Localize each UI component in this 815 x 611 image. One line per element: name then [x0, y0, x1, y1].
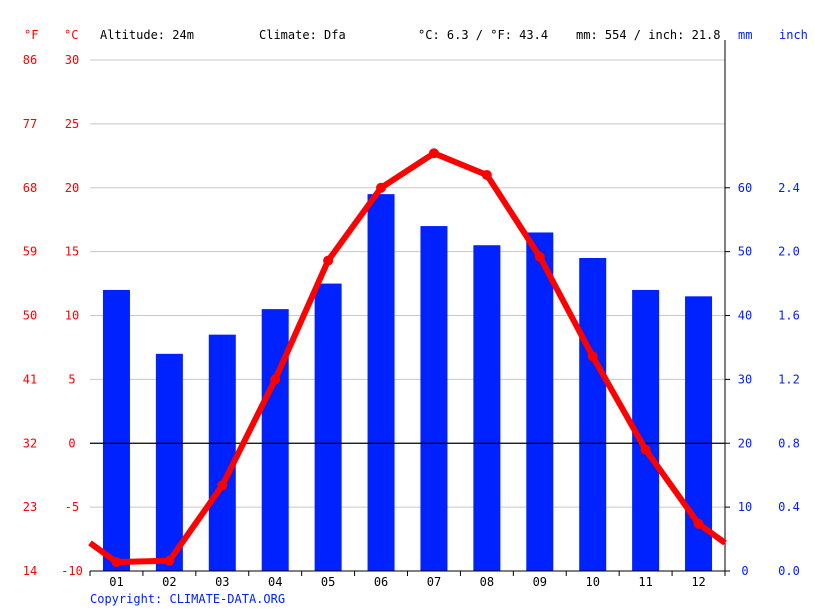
- altitude-label: Altitude: 24m: [100, 28, 194, 42]
- precip-bar-04: [261, 309, 289, 571]
- tick-label-c: -5: [65, 500, 79, 514]
- precip-bar-05: [314, 283, 342, 571]
- tick-label-mm: 20: [738, 436, 752, 450]
- month-label: 06: [374, 575, 388, 589]
- temperature-point-05: [323, 255, 334, 266]
- temperature-point-01: [111, 557, 122, 568]
- tick-label-mm: 60: [738, 181, 752, 195]
- temperature-point-02: [164, 555, 175, 566]
- tick-label-f: 23: [23, 500, 37, 514]
- precip-bar-02: [155, 353, 183, 571]
- month-label: 01: [109, 575, 123, 589]
- tick-label-inch: 1.2: [778, 372, 800, 386]
- tick-label-c: 30: [65, 53, 79, 67]
- tick-label-inch: 1.6: [778, 309, 800, 323]
- unit-inch-label: inch: [779, 28, 808, 42]
- tick-label-f: 41: [23, 372, 37, 386]
- tick-label-inch: 2.4: [778, 181, 800, 195]
- month-label: 03: [215, 575, 229, 589]
- tick-label-inch: 2.0: [778, 245, 800, 259]
- tick-label-mm: 50: [738, 245, 752, 259]
- tick-label-c: 15: [65, 245, 79, 259]
- temperature-point-04: [270, 374, 281, 385]
- unit-f-label: °F: [24, 28, 39, 42]
- tick-label-c: 20: [65, 181, 79, 195]
- temperature-point-09: [534, 251, 545, 262]
- month-label: 07: [427, 575, 441, 589]
- precip-bar-08: [473, 245, 501, 572]
- unit-mm-label: mm: [738, 28, 753, 42]
- climate-label: Climate: Dfa: [259, 28, 346, 42]
- avg-temp-label: °C: 6.3 / °F: 43.4: [418, 28, 549, 42]
- month-label: 08: [480, 575, 494, 589]
- precip-bar-01: [102, 289, 130, 571]
- temperature-point-06: [376, 182, 387, 193]
- temperature-point-08: [481, 169, 492, 180]
- tick-label-f: 86: [23, 53, 37, 67]
- month-label: 02: [162, 575, 176, 589]
- tick-label-inch: 0.4: [778, 500, 800, 514]
- month-label: 12: [691, 575, 705, 589]
- tick-label-mm: 40: [738, 309, 752, 323]
- precip-bar-07: [420, 226, 448, 571]
- tick-label-f: 14: [23, 564, 37, 578]
- temperature-point-11: [640, 444, 651, 455]
- month-label: 05: [321, 575, 335, 589]
- month-label: 10: [585, 575, 599, 589]
- tick-label-c: 25: [65, 117, 79, 131]
- tick-label-c: -10: [61, 564, 83, 578]
- tick-label-c: 0: [68, 436, 75, 450]
- tick-label-c: 5: [68, 372, 75, 386]
- tick-label-inch: 0.0: [778, 564, 800, 578]
- precip-bar-10: [579, 258, 607, 571]
- precip-bar-09: [526, 232, 554, 571]
- unit-c-label: °C: [64, 28, 79, 42]
- temperature-point-10: [587, 351, 598, 362]
- tick-label-f: 32: [23, 436, 37, 450]
- tick-label-inch: 0.8: [778, 436, 800, 450]
- tick-label-f: 68: [23, 181, 37, 195]
- tick-label-f: 77: [23, 117, 37, 131]
- precip-bar-03: [208, 334, 236, 571]
- temperature-point-12: [693, 518, 704, 529]
- precip-bar-06: [367, 194, 395, 571]
- month-label: 04: [268, 575, 282, 589]
- month-label: 11: [638, 575, 652, 589]
- tick-label-c: 10: [65, 309, 79, 323]
- temperature-point-03: [217, 480, 228, 491]
- tick-label-f: 50: [23, 309, 37, 323]
- tick-label-mm: 10: [738, 500, 752, 514]
- month-label: 09: [533, 575, 547, 589]
- temperature-point-07: [428, 148, 439, 159]
- precip-label: mm: 554 / inch: 21.8: [576, 28, 721, 42]
- copyright-link[interactable]: Copyright: CLIMATE-DATA.ORG: [90, 592, 286, 606]
- tick-label-mm: 0: [741, 564, 748, 578]
- tick-label-mm: 30: [738, 372, 752, 386]
- tick-label-f: 59: [23, 245, 37, 259]
- temperature-line: [88, 150, 727, 566]
